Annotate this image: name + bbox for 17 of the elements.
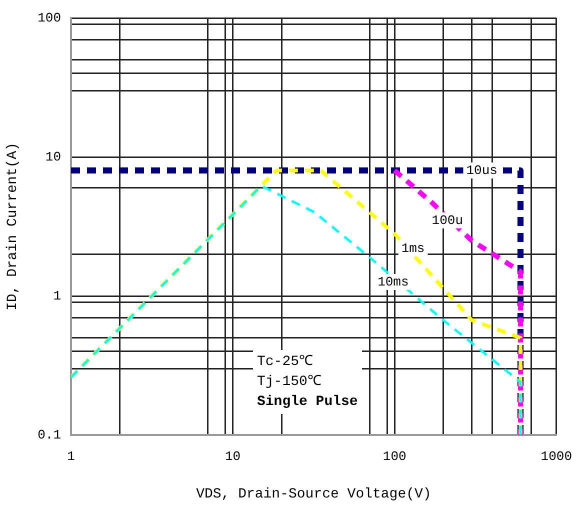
annotation: Single Pulse: [257, 393, 358, 412]
annotation: 10us: [466, 162, 498, 178]
x-tick-label: 100: [382, 449, 406, 464]
annotation: Tc-25℃: [257, 353, 314, 372]
y-axis-title: ID, Drain Current(A): [5, 142, 22, 311]
annotation: Tj-150℃: [257, 373, 322, 392]
y-tick-label: 10: [45, 149, 61, 164]
annotation: 100u: [432, 212, 464, 228]
y-tick-label: 0.1: [38, 427, 62, 442]
x-tick-label: 1000: [540, 449, 572, 464]
y-tick-label: 1: [53, 288, 62, 304]
x-tick-label: 1: [67, 449, 76, 464]
y-tick-label: 100: [38, 10, 61, 26]
x-axis-title: VDS, Drain-Source Voltage(V): [196, 486, 432, 502]
x-tick-label: 10: [224, 449, 241, 464]
annotation: 10ms: [378, 274, 409, 290]
annotation: 1ms: [401, 240, 425, 256]
